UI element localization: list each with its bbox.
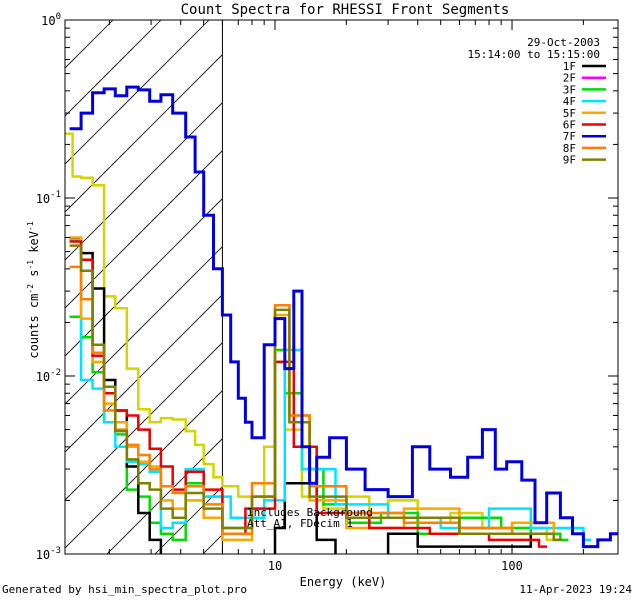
- series-group: [65, 85, 618, 554]
- legend-label-7f: 7F: [563, 130, 576, 143]
- series-4f-line: [69, 238, 592, 542]
- x-axis-label: Energy (keV): [300, 575, 387, 589]
- hatch-line: [65, 102, 223, 261]
- annotation: Includes Background Att_A1, FDecim 1: [247, 506, 373, 530]
- hatch-line: [443, 20, 640, 554]
- legend-label-4f: 4F: [563, 95, 576, 108]
- y-tick-label: 10-1: [36, 190, 61, 206]
- x-tick-label: 10: [268, 559, 282, 573]
- hatch-line: [65, 20, 210, 165]
- legend-label-5f: 5F: [563, 107, 576, 120]
- y-axis-label: counts cm-2 s-1 keV-1: [26, 221, 41, 358]
- series-6f-line: [69, 240, 547, 548]
- hatch-line: [65, 342, 223, 501]
- footer-generated-by: Generated by hsi_min_spectra_plot.pro: [2, 583, 248, 596]
- legend-label-2f: 2F: [563, 72, 576, 85]
- x-tick-label: 100: [501, 559, 523, 573]
- annotation-background: Includes Background: [247, 506, 373, 519]
- y-tick-label: 10-3: [36, 546, 61, 562]
- series-7f-line: [69, 85, 618, 549]
- hatch-line: [65, 150, 223, 309]
- footer-timestamp: 11-Apr-2023 19:24: [519, 583, 632, 596]
- hatch-line: [106, 438, 223, 554]
- attenuator-hatch-region: [65, 20, 640, 554]
- hatch-line: [65, 294, 223, 453]
- legend-label-1f: 1F: [563, 60, 576, 73]
- y-tick-label: 100: [41, 12, 61, 28]
- legend-label-8f: 8F: [563, 142, 576, 155]
- legend-label-6f: 6F: [563, 119, 576, 132]
- plot-frame: [64, 19, 619, 555]
- legend: 29-Oct-2003 15:14:00 to 15:15:00 1F2F3F4…: [468, 36, 606, 167]
- series-extra-line: [65, 132, 555, 542]
- hatch-line: [65, 198, 223, 357]
- legend-time-range: 15:14:00 to 15:15:00: [468, 48, 600, 61]
- legend-date: 29-Oct-2003: [527, 36, 600, 49]
- hatch-line: [65, 20, 114, 69]
- y-tick-label: 10-2: [36, 368, 61, 384]
- series-9f-line: [69, 244, 562, 542]
- annotation-attenuator: Att_A1, FDecim 1: [247, 517, 353, 530]
- hatch-line: [65, 54, 223, 213]
- hatch-line: [65, 20, 162, 117]
- hatch-line: [65, 246, 223, 405]
- legend-label-3f: 3F: [563, 83, 576, 96]
- legend-label-9f: 9F: [563, 154, 576, 167]
- hatch-line: [635, 20, 640, 554]
- chart-title: Count Spectra for RHESSI Front Segments: [181, 2, 510, 18]
